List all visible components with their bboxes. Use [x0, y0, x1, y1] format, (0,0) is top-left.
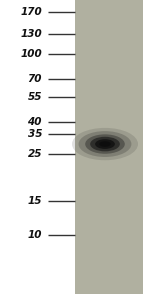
Ellipse shape: [90, 137, 120, 151]
Ellipse shape: [95, 139, 115, 149]
Bar: [75, 0, 142, 294]
Text: 10: 10: [27, 230, 42, 240]
Text: 100: 100: [20, 49, 42, 59]
Ellipse shape: [79, 131, 131, 157]
Text: 25: 25: [27, 149, 42, 159]
Ellipse shape: [99, 141, 111, 147]
Text: 70: 70: [27, 74, 42, 84]
Text: 55: 55: [27, 92, 42, 102]
Ellipse shape: [85, 134, 125, 154]
Text: 35: 35: [27, 129, 42, 139]
Text: 130: 130: [20, 29, 42, 39]
Text: 170: 170: [20, 7, 42, 17]
Text: 15: 15: [27, 196, 42, 206]
Ellipse shape: [72, 128, 138, 160]
Text: 40: 40: [27, 117, 42, 127]
